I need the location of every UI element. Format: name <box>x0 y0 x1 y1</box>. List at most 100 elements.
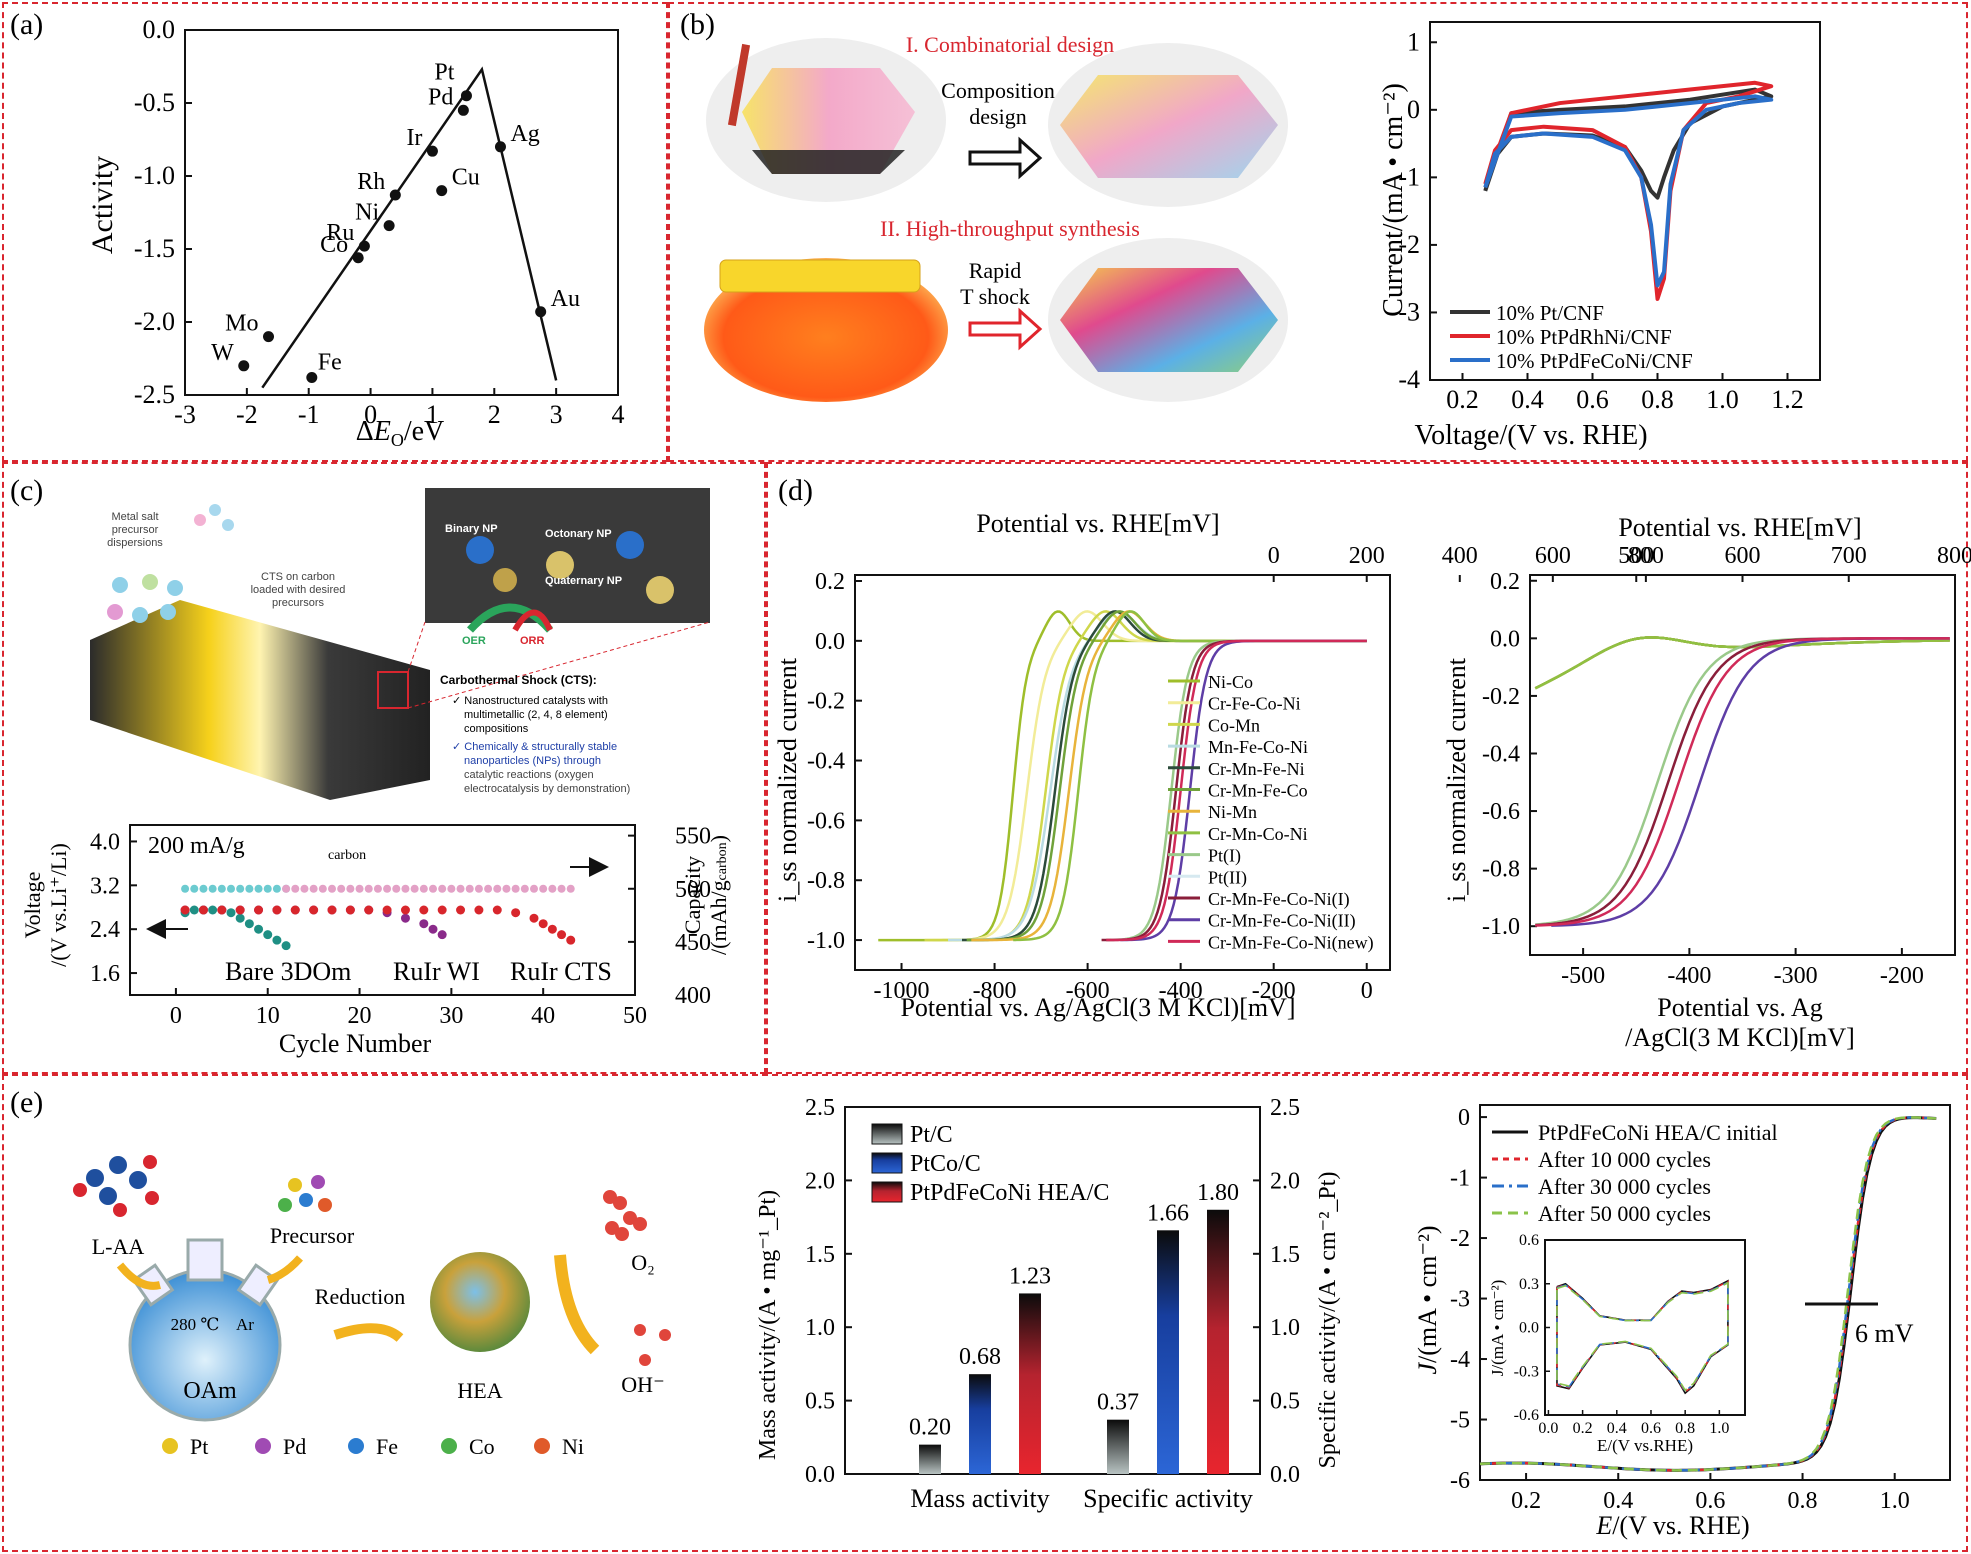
bar-value-1-2: 1.80 <box>1197 1180 1239 1206</box>
capacity-dot <box>474 884 483 893</box>
chart-e-lsv-y-tick-label: -6 <box>1450 1468 1470 1494</box>
voltage-dot-2 <box>235 913 245 923</box>
legend-label-8: Pt(I) <box>1208 846 1241 867</box>
capacity-dot <box>208 884 217 893</box>
capacity-dot <box>447 884 456 893</box>
heater-chamber <box>704 258 948 402</box>
chart-e-lsv-y-tick-label: -4 <box>1450 1347 1470 1373</box>
legend-label-5: Cr-Mn-Fe-Co <box>1208 781 1308 801</box>
point-au <box>535 306 547 318</box>
element-dot-ni <box>534 1438 550 1454</box>
capacity-dot <box>236 884 245 893</box>
arrow1-text: Composition design <box>941 78 1055 129</box>
voltage-dot-4 <box>309 905 319 915</box>
chart-d-right-y-tick-label: 0.0 <box>1490 626 1520 652</box>
voltage-dot-4 <box>419 905 429 915</box>
chart-a-x-tick-label: -1 <box>298 400 320 429</box>
bar-1-1 <box>1157 1230 1179 1474</box>
capacity-dot <box>272 884 281 893</box>
chart-c-x-tick-label: 50 <box>623 1003 647 1029</box>
chart-e-lsv: 0.2 0.4 0.6 0.8 1.0 0 -1 -2 -3 -4 -5 -6 PtPdFeCoNi H… <box>1450 1104 1951 1514</box>
hea-text: HEA <box>457 1378 502 1403</box>
element-dot-pd <box>255 1438 271 1454</box>
chart-a-y-tick-label: -1.5 <box>134 234 175 263</box>
bar-legend-swatch-0 <box>871 1123 903 1145</box>
chart-d-right-y-tick-label: -0.4 <box>1482 741 1520 767</box>
panel-b: (b) I. Combinatorial design Composition d… <box>680 8 1821 451</box>
chart-d-right-x-tick-label: -500 <box>1561 963 1605 989</box>
chart-c-rate-subscript: carbon <box>328 848 366 863</box>
voltage-dot-3 <box>437 930 447 940</box>
panel-b-border <box>668 2 1968 462</box>
chart-d-left-top-tick-label: 400 <box>1442 543 1478 569</box>
point-mo <box>263 331 275 343</box>
bar-1-2 <box>1207 1209 1229 1474</box>
element-label-fe: Fe <box>376 1434 398 1459</box>
lsv-legend-label-2: After 30 000 cycles <box>1538 1174 1711 1199</box>
chart-d-right-top-tick-label: 500 <box>1618 543 1654 569</box>
series-label-2: RuIr CTS <box>510 957 612 986</box>
chart-a-x-tick-label: -3 <box>174 400 196 429</box>
bar-0-1 <box>969 1374 991 1474</box>
voltage-dot-4 <box>538 919 548 929</box>
chart-b-x-tick-label: 1.2 <box>1771 385 1804 414</box>
cts-title-text: Carbothermal Shock (CTS): <box>440 673 597 687</box>
chart-a-x-tick-label: -2 <box>236 400 258 429</box>
capacity-dot <box>300 884 309 893</box>
chart-a-x-tick-label: 4 <box>612 400 625 429</box>
inset-cv-2 <box>1556 1280 1729 1393</box>
capacity-dot <box>548 884 557 893</box>
point-w <box>238 360 250 372</box>
inset-x-tick-label: 1.0 <box>1709 1420 1729 1437</box>
voltage-dot-2 <box>244 919 254 929</box>
legend-label-2: Co-Mn <box>1208 715 1260 735</box>
inset-y-tick-label: -0.3 <box>1514 1363 1539 1380</box>
chart-e-lsv-x-tick-label: 0.6 <box>1695 1488 1725 1514</box>
chart-d-left-y-tick-label: 0.2 <box>815 569 845 595</box>
voltage-dot-3 <box>419 919 429 929</box>
voltage-dot-4 <box>400 905 410 915</box>
point-ni <box>383 220 395 232</box>
voltage-dot-2 <box>226 908 236 918</box>
chart-e-bars-yl-tick-label: 0.0 <box>805 1462 835 1488</box>
chart-e-bars-yl-tick-label: 1.0 <box>805 1315 835 1341</box>
chart-d-right-frame <box>1529 574 1956 956</box>
voltage-dot-4 <box>364 905 374 915</box>
chart-e-bars-yr-tick-label: 2.5 <box>1270 1095 1300 1121</box>
chart-b-x-tick-label: 0.6 <box>1576 385 1609 414</box>
panel-c-label: (c) <box>10 474 43 507</box>
chart-b-x-tick-label: 0.8 <box>1641 385 1674 414</box>
inset-y-tick-label: 0.3 <box>1519 1276 1539 1293</box>
voltage-dot-4 <box>345 905 355 915</box>
chart-d-left-x-tick-label: -200 <box>1252 978 1296 1004</box>
element-label-pd: Pd <box>283 1434 306 1459</box>
capacity-dot <box>383 884 392 893</box>
chart-e-bars: 0.0 0.5 1.0 1.5 2.0 2.5 0.0 0.5 1.0 1.5 2.0 2.5 0.20… <box>805 1095 1300 1513</box>
capacity-dot <box>217 884 226 893</box>
chart-e-bars-yr-tick-label: 1.5 <box>1270 1242 1300 1268</box>
point-label-pd: Pd <box>428 84 453 110</box>
voltage-dot-4 <box>198 905 208 915</box>
chart-a: -3 -2 -1 0 1 2 3 4 0.0 -0.5 -1.0 -1.5 -2.0 -2.5 PtPdIr… <box>134 15 625 429</box>
voltage-dot-2 <box>272 935 282 945</box>
chart-c: 0 10 20 30 40 50 4.0 3.2 2.4 1.6 550 500 450 400 200 m… <box>90 824 711 1029</box>
point-rh <box>389 189 401 201</box>
chart-e-bars-frame <box>844 1106 1261 1475</box>
capacity-dot <box>291 884 300 893</box>
point-label-ru: Ru <box>326 220 354 246</box>
chart-a-xlabel: ΔEO/eV <box>356 416 445 450</box>
chart-d-left-x-tick-label: 0 <box>1361 978 1373 1004</box>
bar-legend-swatch-1 <box>871 1152 903 1174</box>
chart-e-lsv-ylabel: J/(mA • cm⁻²) <box>1413 1225 1442 1374</box>
inset-y-tick-label: -0.6 <box>1514 1407 1539 1424</box>
chart-c-yl-tick-label: 1.6 <box>90 961 120 987</box>
point-label-mo: Mo <box>225 311 258 337</box>
capacity-dot <box>337 884 346 893</box>
chart-e-lsv-xlabel: E/(V vs. RHE) <box>1595 1511 1749 1540</box>
legend-label-0: Ni-Co <box>1208 672 1253 692</box>
chart-c-frame <box>129 824 636 996</box>
chart-e-bars-yr-tick-label: 0.5 <box>1270 1389 1300 1415</box>
capacity-dot <box>539 884 548 893</box>
chart-b-ylabel: Current/(mA • cm⁻²) <box>1378 83 1409 317</box>
